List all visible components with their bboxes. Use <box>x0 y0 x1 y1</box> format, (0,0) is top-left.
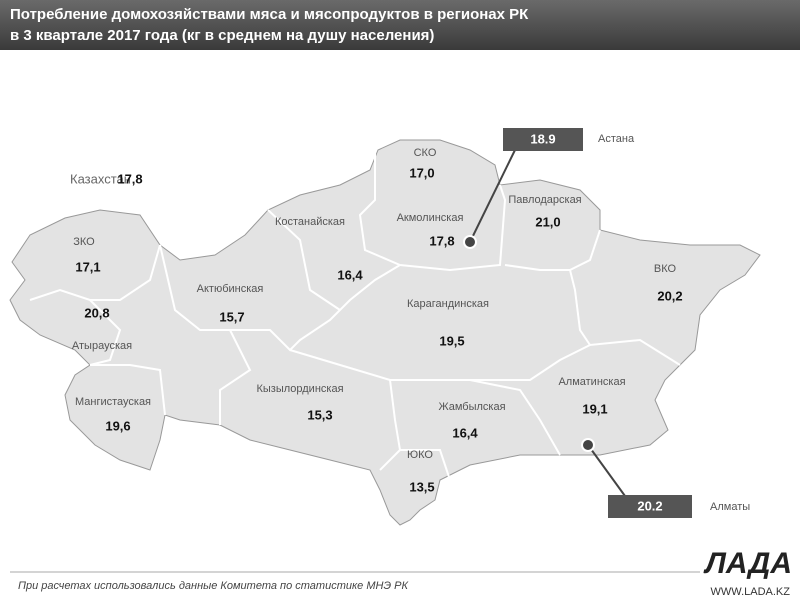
region-value: 21,0 <box>535 214 560 229</box>
region-value: 15,3 <box>307 407 332 422</box>
region-labels: СКО 17,0 Акмолинская 17,8 Павлодарская 21,0 Ко… <box>72 147 683 495</box>
site: WWW.LADA.KZ <box>711 586 791 598</box>
region-value: 13,5 <box>409 479 434 494</box>
region-name: Жамбылская <box>438 401 505 413</box>
callout-almaty: 20.2 Алматы <box>581 438 750 518</box>
city-dot <box>581 438 595 452</box>
callout-line <box>469 149 516 243</box>
callout-box <box>608 495 692 518</box>
region-value: 19,1 <box>582 401 607 416</box>
title: в 3 квартале 2017 года (кг в среднем на … <box>10 27 434 44</box>
callout-box <box>503 128 583 151</box>
country-value: 17,8 <box>117 171 142 186</box>
title: Потребление домохозяйствами мяса и мясоп… <box>10 6 529 23</box>
region-name: Костанайская <box>275 216 345 228</box>
region-name: Алматинская <box>558 376 625 388</box>
region-name: Павлодарская <box>508 194 581 206</box>
region-value: 20,8 <box>84 305 109 320</box>
region-value: 20,2 <box>657 288 682 303</box>
region-value: 17,8 <box>429 233 454 248</box>
region-value: 17,1 <box>75 259 100 274</box>
region-name: Актюбинская <box>197 283 264 295</box>
region-name: Атырауская <box>72 340 132 352</box>
region-value: 17,0 <box>409 165 434 180</box>
region-name: Акмолинская <box>397 212 464 224</box>
city-name: Астана <box>598 133 635 145</box>
country-name: Казахстан <box>70 171 131 186</box>
region-value: 19,5 <box>439 333 464 348</box>
callout-line <box>587 444 626 497</box>
region-borders <box>29 150 681 481</box>
region-name: Карагандинская <box>407 298 489 310</box>
region-value: 15,7 <box>219 309 244 324</box>
region-name: ВКО <box>654 263 677 275</box>
footer-note: При расчетах использовались данные Комит… <box>18 580 408 592</box>
region-value: 16,4 <box>452 425 478 440</box>
region-name: Кызылординская <box>256 383 343 395</box>
country-shape <box>9 139 761 526</box>
callout-astana: 18.9 Астана <box>463 128 635 249</box>
region-name: ЮКО <box>407 449 433 461</box>
header-band <box>0 0 800 50</box>
city-name: Алматы <box>710 501 750 513</box>
region-value: 16,4 <box>337 267 363 282</box>
region-name: Мангистауская <box>75 396 151 408</box>
region-name: ЗКО <box>73 236 95 248</box>
region-value: 19,6 <box>105 418 130 433</box>
city-dot <box>463 235 477 249</box>
callout-value: 20.2 <box>637 498 662 513</box>
callout-value: 18.9 <box>530 131 555 146</box>
region-name: СКО <box>414 147 437 159</box>
logo: ЛАДА <box>703 547 792 580</box>
